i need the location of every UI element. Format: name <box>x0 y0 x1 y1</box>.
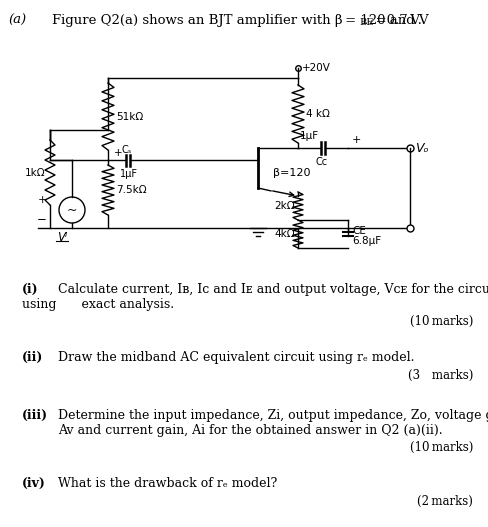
Text: −: − <box>37 213 47 227</box>
Text: (10 marks): (10 marks) <box>409 441 473 454</box>
Text: (2 marks): (2 marks) <box>417 495 473 508</box>
Text: BE: BE <box>359 18 373 27</box>
Text: 1μF: 1μF <box>120 169 138 179</box>
Text: Vₒ: Vₒ <box>415 142 428 154</box>
Text: β=120: β=120 <box>273 168 310 178</box>
Text: 51kΩ: 51kΩ <box>116 112 143 122</box>
Text: (a): (a) <box>8 14 26 27</box>
Text: 1μF: 1μF <box>300 131 319 141</box>
Text: Cₛ: Cₛ <box>122 145 132 155</box>
Text: 2kΩ: 2kΩ <box>274 201 295 211</box>
Text: (iii): (iii) <box>22 409 48 422</box>
Text: (ii): (ii) <box>22 351 43 364</box>
Text: Calculate current, Iʙ, Iᴄ and Iᴇ and output voltage, Vᴄᴇ for the circuit: Calculate current, Iʙ, Iᴄ and Iᴇ and out… <box>58 283 488 296</box>
Text: 7.5kΩ: 7.5kΩ <box>116 185 146 195</box>
Text: 1kΩ: 1kΩ <box>24 168 45 178</box>
Text: Figure Q2(a) shows an BJT amplifier with β = 120 and V: Figure Q2(a) shows an BJT amplifier with… <box>52 14 428 27</box>
Text: CE: CE <box>352 226 366 236</box>
Text: 4 kΩ: 4 kΩ <box>306 109 330 119</box>
Text: (3 marks): (3 marks) <box>407 369 473 382</box>
Text: Cᴄ: Cᴄ <box>316 157 328 167</box>
Text: 6.8μF: 6.8μF <box>352 236 381 246</box>
Text: +: + <box>38 195 47 205</box>
Text: Vᴵ: Vᴵ <box>57 231 67 244</box>
Text: Draw the midband AC equivalent circuit using rₑ model.: Draw the midband AC equivalent circuit u… <box>58 351 414 364</box>
Text: using  exact analysis.: using exact analysis. <box>22 298 174 311</box>
Text: +: + <box>114 148 122 158</box>
Text: (i): (i) <box>22 283 39 296</box>
Text: What is the drawback of rₑ model?: What is the drawback of rₑ model? <box>58 477 277 490</box>
Text: Av and current gain, Ai for the obtained answer in Q2 (a)(ii).: Av and current gain, Ai for the obtained… <box>58 424 443 437</box>
Text: ~: ~ <box>67 203 77 217</box>
Text: +: + <box>352 135 362 145</box>
Text: 4kΩ: 4kΩ <box>274 229 295 239</box>
Text: (10 marks): (10 marks) <box>409 315 473 328</box>
Text: +20V: +20V <box>302 63 331 73</box>
Text: (iv): (iv) <box>22 477 46 490</box>
Text: =0.7 V.: =0.7 V. <box>373 14 422 27</box>
Text: Determine the input impedance, Zi, output impedance, Zo, voltage gain,: Determine the input impedance, Zi, outpu… <box>58 409 488 422</box>
